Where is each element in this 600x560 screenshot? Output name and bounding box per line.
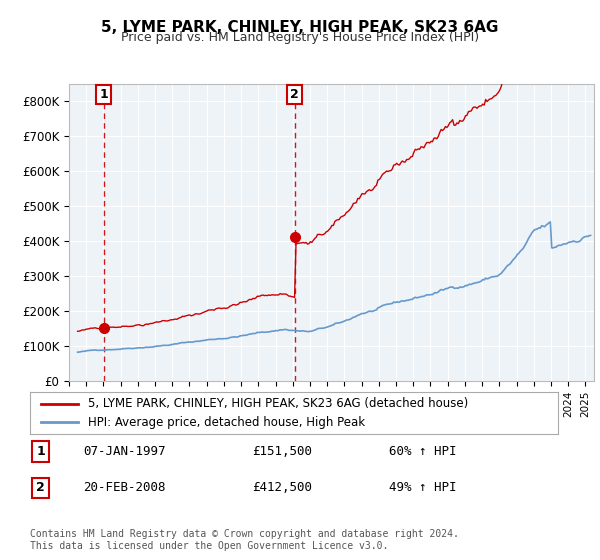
Text: HPI: Average price, detached house, High Peak: HPI: Average price, detached house, High…: [88, 416, 365, 429]
Text: 1: 1: [100, 88, 109, 101]
Text: Contains HM Land Registry data © Crown copyright and database right 2024.
This d: Contains HM Land Registry data © Crown c…: [30, 529, 459, 551]
Text: £151,500: £151,500: [252, 445, 312, 458]
Text: 2: 2: [36, 481, 45, 494]
Text: 2: 2: [290, 88, 299, 101]
Text: 5, LYME PARK, CHINLEY, HIGH PEAK, SK23 6AG (detached house): 5, LYME PARK, CHINLEY, HIGH PEAK, SK23 6…: [88, 397, 469, 410]
Text: 49% ↑ HPI: 49% ↑ HPI: [389, 481, 457, 494]
Text: £412,500: £412,500: [252, 481, 312, 494]
Text: 20-FEB-2008: 20-FEB-2008: [83, 481, 166, 494]
Text: Price paid vs. HM Land Registry's House Price Index (HPI): Price paid vs. HM Land Registry's House …: [121, 31, 479, 44]
Text: 1: 1: [36, 445, 45, 458]
Text: 60% ↑ HPI: 60% ↑ HPI: [389, 445, 457, 458]
Text: 5, LYME PARK, CHINLEY, HIGH PEAK, SK23 6AG: 5, LYME PARK, CHINLEY, HIGH PEAK, SK23 6…: [101, 20, 499, 35]
Text: 07-JAN-1997: 07-JAN-1997: [83, 445, 166, 458]
